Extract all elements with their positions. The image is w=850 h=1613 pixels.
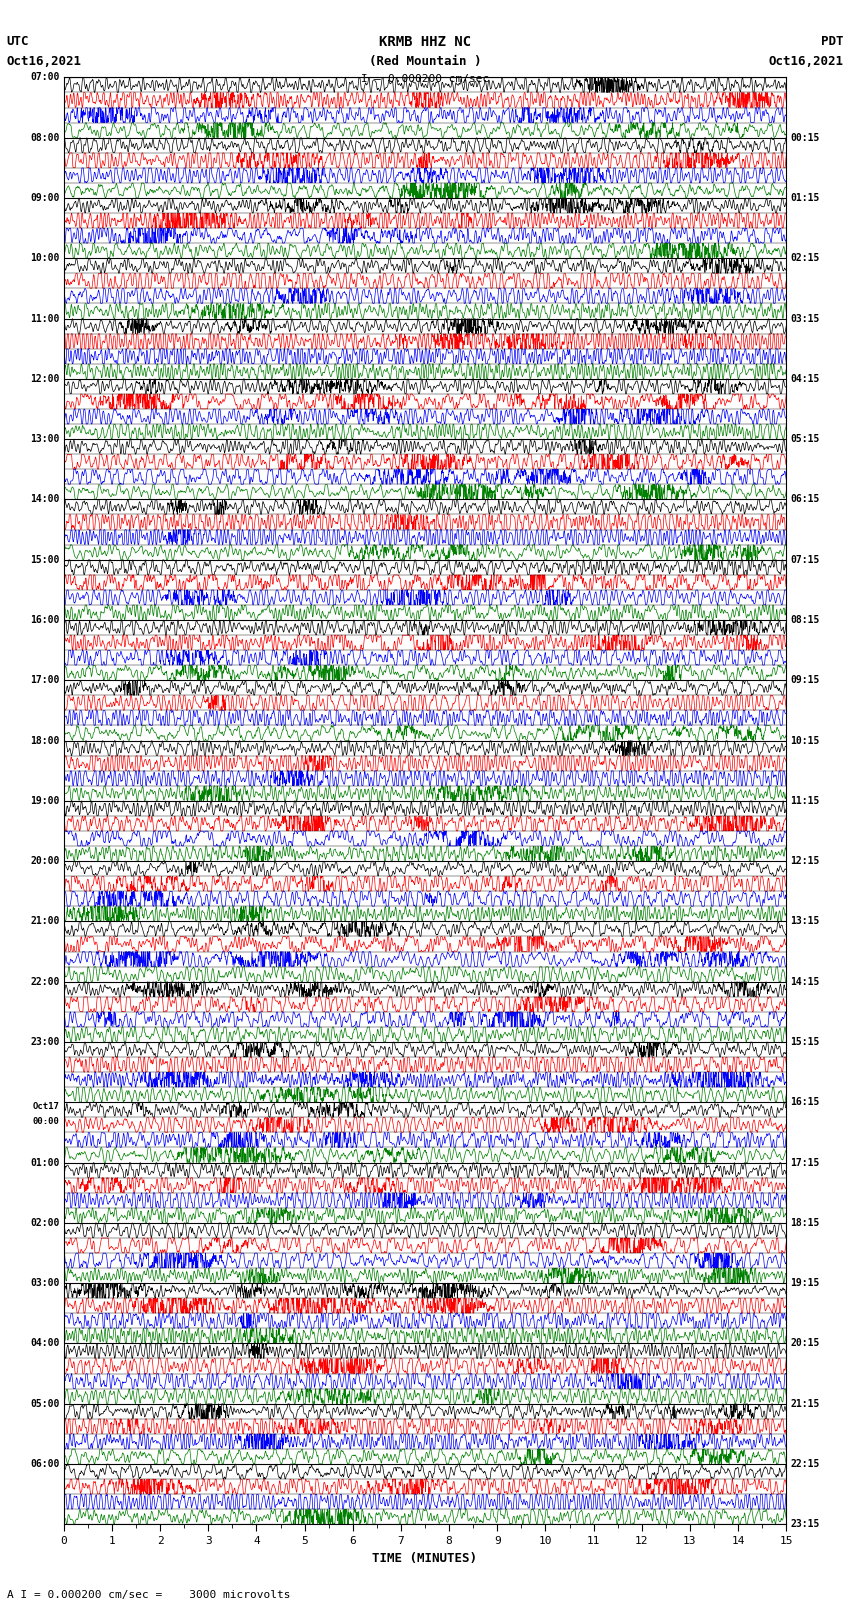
Text: 12:00: 12:00 <box>31 374 60 384</box>
Text: 13:00: 13:00 <box>31 434 60 444</box>
Text: PDT: PDT <box>821 35 843 48</box>
Text: 16:15: 16:15 <box>790 1097 819 1107</box>
Text: 23:15: 23:15 <box>790 1519 819 1529</box>
Text: 12:15: 12:15 <box>790 857 819 866</box>
Text: Oct16,2021: Oct16,2021 <box>768 55 843 68</box>
Text: 15:00: 15:00 <box>31 555 60 565</box>
Text: 01:15: 01:15 <box>790 194 819 203</box>
Text: 03:00: 03:00 <box>31 1277 60 1289</box>
Text: 04:15: 04:15 <box>790 374 819 384</box>
Text: 07:00: 07:00 <box>31 73 60 82</box>
Text: 01:00: 01:00 <box>31 1158 60 1168</box>
Text: 14:15: 14:15 <box>790 977 819 987</box>
Text: 20:15: 20:15 <box>790 1339 819 1348</box>
Text: 06:00: 06:00 <box>31 1460 60 1469</box>
Text: 16:00: 16:00 <box>31 615 60 624</box>
Text: Oct17: Oct17 <box>32 1102 60 1111</box>
Text: 08:15: 08:15 <box>790 615 819 624</box>
Text: 21:15: 21:15 <box>790 1398 819 1408</box>
Text: 19:15: 19:15 <box>790 1277 819 1289</box>
Text: 06:15: 06:15 <box>790 495 819 505</box>
Text: 20:00: 20:00 <box>31 857 60 866</box>
Text: I = 0.000200 cm/sec: I = 0.000200 cm/sec <box>361 74 489 84</box>
Text: 08:00: 08:00 <box>31 132 60 142</box>
Text: Oct16,2021: Oct16,2021 <box>7 55 82 68</box>
Text: 17:00: 17:00 <box>31 676 60 686</box>
Text: 09:00: 09:00 <box>31 194 60 203</box>
Text: 10:00: 10:00 <box>31 253 60 263</box>
Text: 00:15: 00:15 <box>790 132 819 142</box>
Text: 11:00: 11:00 <box>31 313 60 324</box>
Text: 02:15: 02:15 <box>790 253 819 263</box>
Text: 11:15: 11:15 <box>790 795 819 806</box>
X-axis label: TIME (MINUTES): TIME (MINUTES) <box>372 1552 478 1565</box>
Text: 23:00: 23:00 <box>31 1037 60 1047</box>
Text: 03:15: 03:15 <box>790 313 819 324</box>
Text: 10:15: 10:15 <box>790 736 819 745</box>
Text: UTC: UTC <box>7 35 29 48</box>
Text: (Red Mountain ): (Red Mountain ) <box>369 55 481 68</box>
Text: 19:00: 19:00 <box>31 795 60 806</box>
Text: KRMB HHZ NC: KRMB HHZ NC <box>379 35 471 50</box>
Text: 22:00: 22:00 <box>31 977 60 987</box>
Text: 02:00: 02:00 <box>31 1218 60 1227</box>
Text: 14:00: 14:00 <box>31 495 60 505</box>
Text: 09:15: 09:15 <box>790 676 819 686</box>
Text: 00:00: 00:00 <box>32 1118 60 1126</box>
Text: 21:00: 21:00 <box>31 916 60 926</box>
Text: A I = 0.000200 cm/sec =    3000 microvolts: A I = 0.000200 cm/sec = 3000 microvolts <box>7 1590 291 1600</box>
Text: 18:15: 18:15 <box>790 1218 819 1227</box>
Text: 13:15: 13:15 <box>790 916 819 926</box>
Text: 22:15: 22:15 <box>790 1460 819 1469</box>
Text: 18:00: 18:00 <box>31 736 60 745</box>
Text: 05:15: 05:15 <box>790 434 819 444</box>
Text: 17:15: 17:15 <box>790 1158 819 1168</box>
Text: 07:15: 07:15 <box>790 555 819 565</box>
Text: 05:00: 05:00 <box>31 1398 60 1408</box>
Text: 15:15: 15:15 <box>790 1037 819 1047</box>
Text: 04:00: 04:00 <box>31 1339 60 1348</box>
